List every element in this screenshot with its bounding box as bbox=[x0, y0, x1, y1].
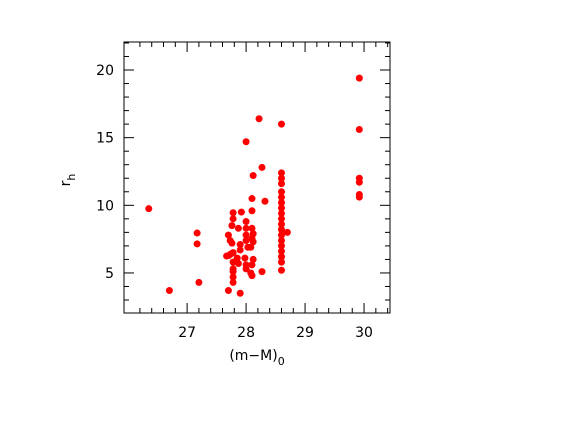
point bbox=[249, 255, 257, 263]
point bbox=[236, 289, 244, 297]
point bbox=[234, 224, 242, 232]
point bbox=[277, 199, 285, 207]
point bbox=[258, 163, 266, 171]
point bbox=[277, 188, 285, 196]
point bbox=[255, 115, 263, 123]
point bbox=[165, 287, 173, 295]
point bbox=[277, 180, 285, 188]
point bbox=[145, 205, 153, 213]
point bbox=[224, 231, 232, 239]
point bbox=[249, 238, 257, 246]
point bbox=[283, 228, 291, 236]
point bbox=[233, 254, 241, 262]
point bbox=[249, 172, 257, 180]
y-label-subscript: h bbox=[65, 174, 78, 181]
point bbox=[247, 243, 255, 251]
point bbox=[229, 278, 237, 286]
plot-frame bbox=[123, 41, 391, 314]
point bbox=[277, 236, 285, 244]
point bbox=[228, 239, 236, 247]
y-label-text: r bbox=[58, 180, 74, 186]
point bbox=[248, 272, 256, 280]
point bbox=[242, 231, 250, 239]
x-tick-label: 27 bbox=[178, 325, 196, 341]
point bbox=[277, 193, 285, 201]
point bbox=[234, 259, 242, 267]
point bbox=[355, 74, 363, 82]
point bbox=[242, 224, 250, 232]
x-axis-label: (m−M)0 bbox=[229, 348, 284, 368]
point bbox=[277, 120, 285, 128]
point bbox=[248, 261, 256, 269]
point bbox=[277, 253, 285, 261]
point bbox=[277, 242, 285, 250]
point bbox=[277, 174, 285, 182]
point bbox=[277, 215, 285, 223]
point bbox=[277, 226, 285, 234]
point bbox=[248, 224, 256, 232]
point bbox=[277, 247, 285, 255]
y-tick-label: 5 bbox=[105, 266, 114, 282]
y-tick-label: 10 bbox=[96, 198, 114, 214]
point bbox=[355, 126, 363, 134]
point bbox=[236, 246, 244, 254]
point bbox=[248, 195, 256, 203]
point bbox=[193, 229, 201, 237]
x-label-subscript: 0 bbox=[278, 355, 285, 368]
y-axis-label: rh bbox=[58, 174, 78, 187]
point bbox=[229, 215, 237, 223]
point bbox=[237, 208, 245, 216]
point bbox=[277, 231, 285, 239]
point bbox=[193, 240, 201, 248]
point bbox=[242, 236, 250, 244]
point bbox=[355, 193, 363, 201]
point bbox=[229, 209, 237, 217]
point bbox=[242, 265, 250, 273]
point bbox=[236, 241, 244, 249]
x-label-text: (m−M) bbox=[229, 348, 277, 364]
point bbox=[242, 138, 250, 146]
point bbox=[224, 287, 232, 295]
point bbox=[277, 266, 285, 274]
point bbox=[355, 178, 363, 186]
point bbox=[277, 209, 285, 217]
point bbox=[261, 197, 269, 205]
point bbox=[248, 207, 256, 215]
point bbox=[241, 254, 249, 262]
point bbox=[229, 249, 237, 257]
point bbox=[242, 218, 250, 226]
x-tick-label: 28 bbox=[237, 325, 255, 341]
x-tick-label: 29 bbox=[296, 325, 314, 341]
point bbox=[277, 169, 285, 177]
y-tick-label: 15 bbox=[96, 131, 114, 147]
y-tick-label: 20 bbox=[96, 63, 114, 79]
point bbox=[277, 204, 285, 212]
point bbox=[229, 268, 237, 276]
point bbox=[229, 273, 237, 281]
x-tick-label: 30 bbox=[355, 325, 373, 341]
point bbox=[228, 222, 236, 230]
point bbox=[277, 258, 285, 266]
point bbox=[195, 278, 203, 286]
point bbox=[277, 220, 285, 228]
point bbox=[258, 268, 266, 276]
